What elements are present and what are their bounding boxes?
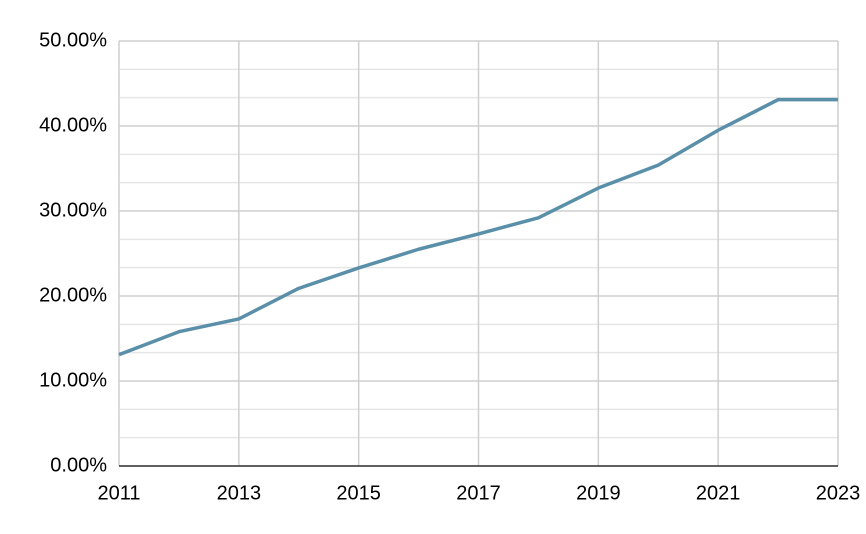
y-tick-label: 50.00% xyxy=(39,29,107,51)
x-tick-label: 2023 xyxy=(816,482,861,504)
y-tick-label: 30.00% xyxy=(39,199,107,221)
x-tick-label: 2015 xyxy=(336,482,381,504)
line-series xyxy=(118,97,838,357)
y-tick-label: 0.00% xyxy=(50,454,107,476)
x-tick-label: 2013 xyxy=(217,482,262,504)
y-tick-label: 10.00% xyxy=(39,369,107,391)
x-tick-label: 2019 xyxy=(576,482,621,504)
x-tick-label: 2021 xyxy=(696,482,741,504)
x-tick-label: 2017 xyxy=(456,482,501,504)
y-tick-label: 20.00% xyxy=(39,284,107,306)
x-tick-label: 2011 xyxy=(97,482,140,504)
y-tick-label: 40.00% xyxy=(39,114,107,136)
